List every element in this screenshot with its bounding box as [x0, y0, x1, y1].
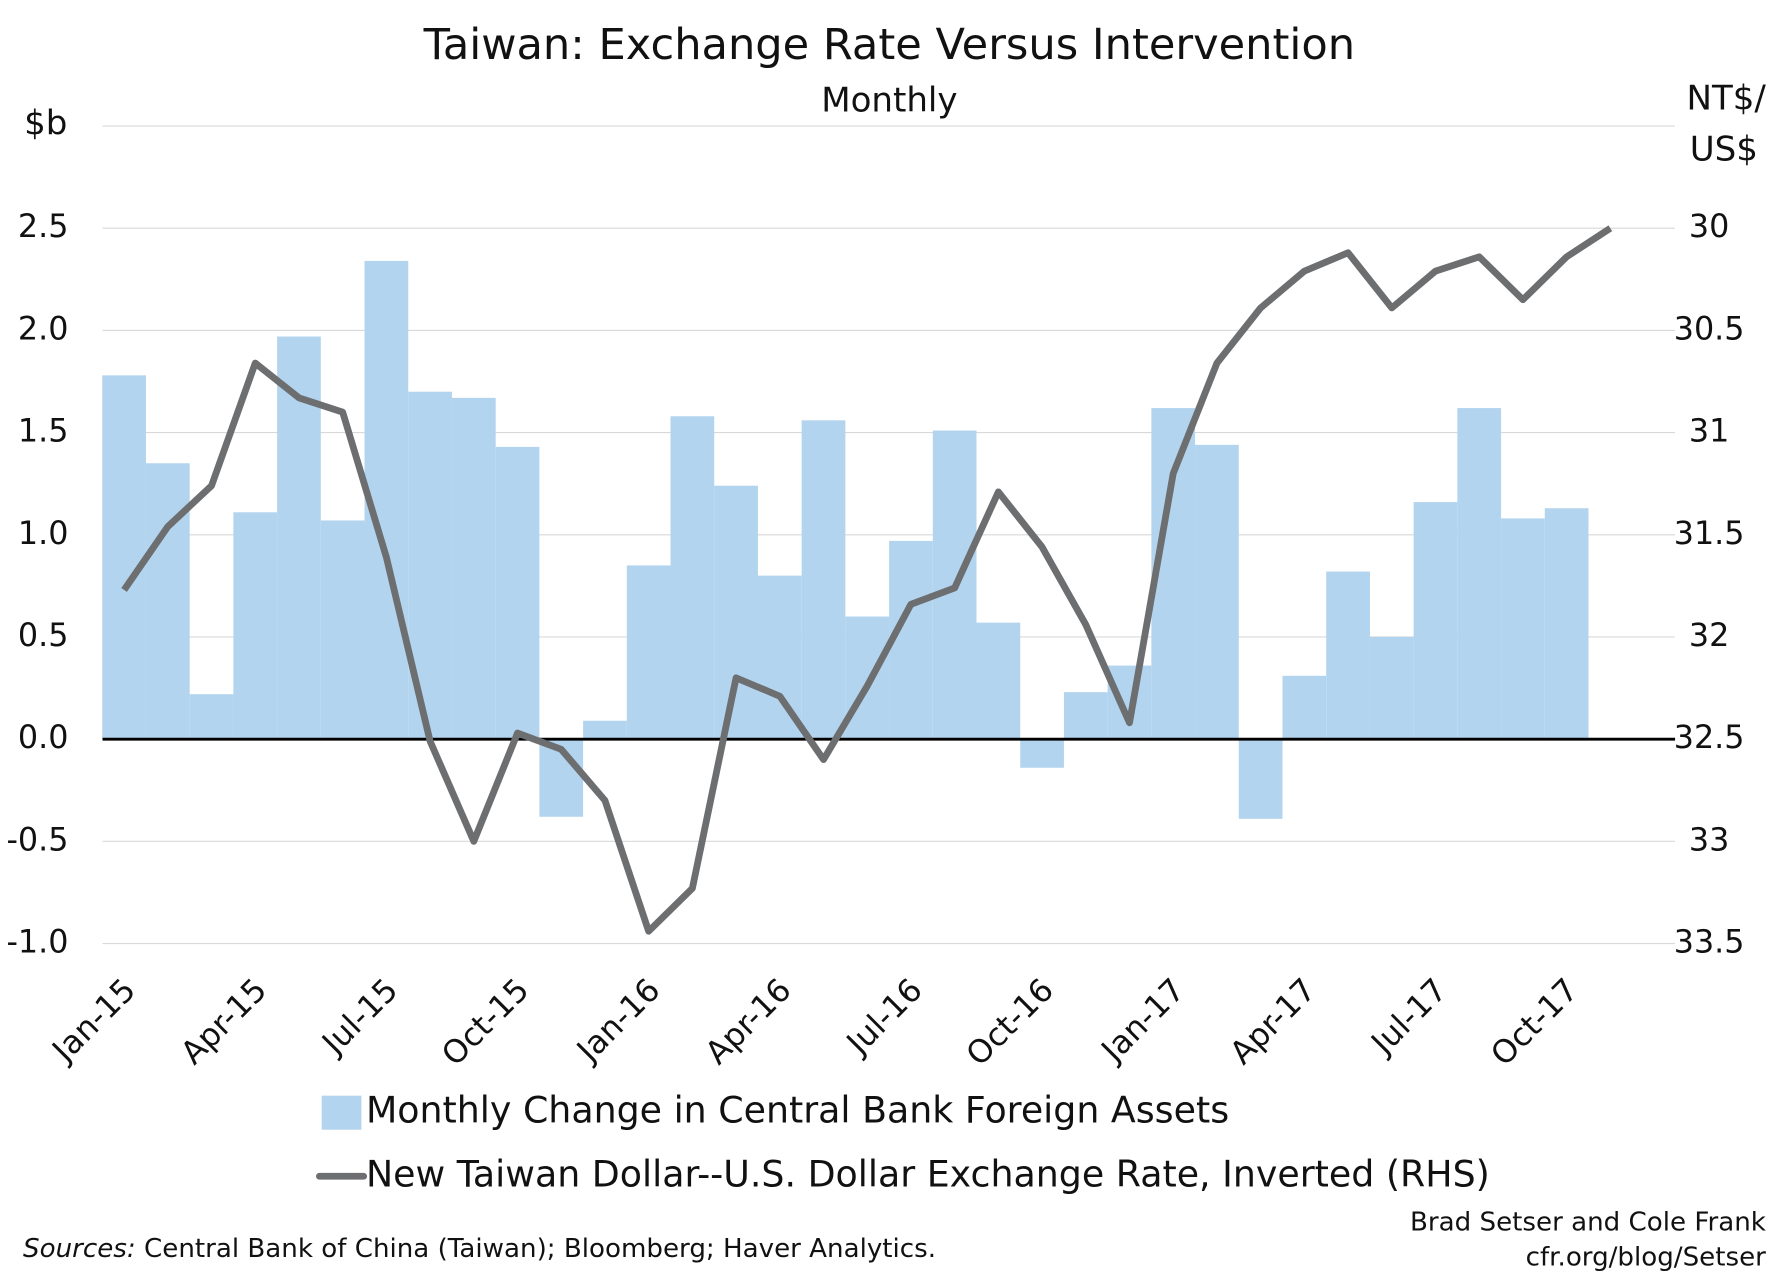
- x-tick-label: Oct-16: [959, 971, 1061, 1073]
- sources-label: Sources:: [23, 1233, 136, 1263]
- y2-tick-label: 32.5: [1674, 719, 1745, 756]
- bar: [495, 446, 540, 740]
- y-tick-label: 1.0: [18, 515, 69, 552]
- y-tick-label: 2.0: [18, 310, 69, 347]
- y2-tick-label: 32: [1689, 617, 1729, 654]
- bar: [1063, 692, 1108, 740]
- y-axis-label: $b: [24, 103, 67, 143]
- bar: [1501, 518, 1545, 740]
- x-tick-label: Apr-17: [1223, 971, 1323, 1071]
- chart-subtitle: Monthly: [821, 81, 957, 121]
- legend-label: Monthly Change in Central Bank Foreign A…: [366, 1089, 1229, 1132]
- x-tick-label: Oct-15: [435, 971, 537, 1073]
- x-tick-label: Apr-16: [698, 971, 798, 1071]
- bar: [102, 375, 146, 740]
- x-tick-label: Jan-16: [569, 971, 668, 1070]
- x-tick-label: Apr-15: [174, 971, 274, 1071]
- bar: [1020, 739, 1064, 768]
- y-tick-label: -1.0: [6, 924, 68, 961]
- bar: [451, 397, 496, 740]
- x-tick-label: Jan-15: [44, 971, 143, 1070]
- legend-label: New Taiwan Dollar--U.S. Dollar Exchange …: [366, 1152, 1490, 1195]
- credit: cfr.org/blog/Setser: [1526, 1243, 1767, 1273]
- y-tick-label: 1.5: [18, 413, 69, 450]
- bar: [189, 694, 234, 740]
- bar: [145, 463, 190, 740]
- x-tick-label: Jul-17: [1363, 971, 1454, 1062]
- bar: [801, 420, 846, 740]
- y2-tick-label: 33: [1689, 821, 1729, 858]
- bar: [1195, 444, 1239, 740]
- bar: [1282, 675, 1327, 740]
- bar: [320, 520, 365, 740]
- sources-text: Central Bank of China (Taiwan); Bloomber…: [144, 1233, 936, 1263]
- y2-tick-label: 30: [1689, 208, 1729, 245]
- bar: [1413, 502, 1458, 740]
- bar: [1107, 665, 1152, 740]
- y-tick-label: 0.5: [18, 617, 69, 654]
- x-tick-label: Oct-17: [1484, 971, 1586, 1073]
- x-tick-label: Jul-15: [314, 971, 405, 1062]
- bar: [626, 565, 671, 740]
- y-tick-label: -0.5: [6, 821, 68, 858]
- x-tick-label: Jul-16: [838, 971, 929, 1062]
- y2-tick-label: 31.5: [1674, 515, 1745, 552]
- chart-title: Taiwan: Exchange Rate Versus Interventio…: [423, 20, 1356, 70]
- bar: [1544, 508, 1589, 740]
- legend-swatch: [321, 1095, 362, 1130]
- y-tick-label: 0.0: [18, 719, 69, 756]
- bar: [583, 720, 627, 740]
- y2-tick-label: 33.5: [1674, 924, 1745, 961]
- y2-axis-label: NT$/: [1686, 78, 1766, 118]
- y2-tick-label: 31: [1689, 413, 1729, 450]
- bar: [1369, 636, 1414, 740]
- x-tick-label: Jan-17: [1093, 971, 1192, 1070]
- bar: [670, 416, 715, 740]
- sources: Sources: Central Bank of China (Taiwan);…: [23, 1233, 936, 1263]
- y2-axis-label: US$: [1690, 130, 1758, 170]
- bar: [1326, 571, 1370, 740]
- credit: Brad Setser and Cole Frank: [1410, 1207, 1767, 1237]
- bar: [845, 616, 890, 740]
- bar: [889, 540, 933, 740]
- bar: [714, 485, 758, 740]
- bar: [233, 512, 278, 740]
- line: [121, 225, 1613, 935]
- bar: [1457, 408, 1502, 740]
- bar: [1238, 739, 1283, 819]
- y-tick-label: 2.5: [18, 208, 69, 245]
- bar: [976, 622, 1021, 740]
- y2-tick-label: 30.5: [1674, 310, 1745, 347]
